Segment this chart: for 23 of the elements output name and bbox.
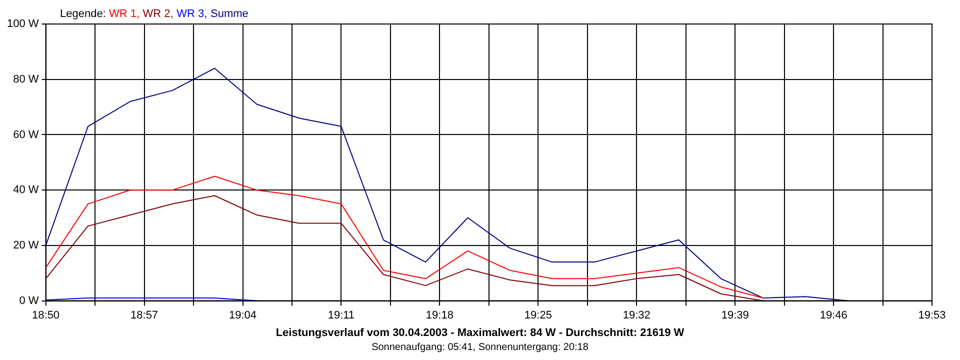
- y-tick-label: 40 W: [13, 184, 40, 196]
- y-tick-label: 80 W: [13, 73, 40, 86]
- x-tick-label: 18:57: [130, 309, 158, 322]
- x-tick-label: 19:46: [820, 309, 848, 322]
- y-tick-label: 100 W: [6, 18, 40, 30]
- x-tick-label: 19:25: [524, 309, 552, 322]
- text: WR 1,: [108, 8, 140, 20]
- x-tick-label: 19:04: [229, 309, 257, 322]
- x-tick-label: 19:11: [328, 309, 355, 322]
- text: Summe: [210, 8, 248, 20]
- x-tick-label: 19:18: [426, 309, 454, 322]
- text: Sonnenaufgang: 05:41, Sonnenuntergang: 20:18: [370, 342, 590, 353]
- x-tick-label: 19:32: [622, 309, 650, 322]
- x-tick-label: 19:39: [721, 309, 749, 322]
- y-tick-label: 0 W: [19, 294, 40, 307]
- text: WR 2,: [142, 8, 174, 20]
- y-tick-label: 60 W: [13, 128, 40, 141]
- x-tick-label: 19:53: [918, 309, 946, 322]
- text: WR 3,: [176, 8, 208, 20]
- text: Leistungsverlauf vom 30.04.2003 - Maximalwert: 84 W - Durchschnitt: 21619 W: [274, 327, 686, 339]
- x-tick-label: 18:50: [32, 309, 60, 322]
- y-tick-label: 20 W: [13, 239, 40, 252]
- legend-title: Legende:: [60, 8, 107, 20]
